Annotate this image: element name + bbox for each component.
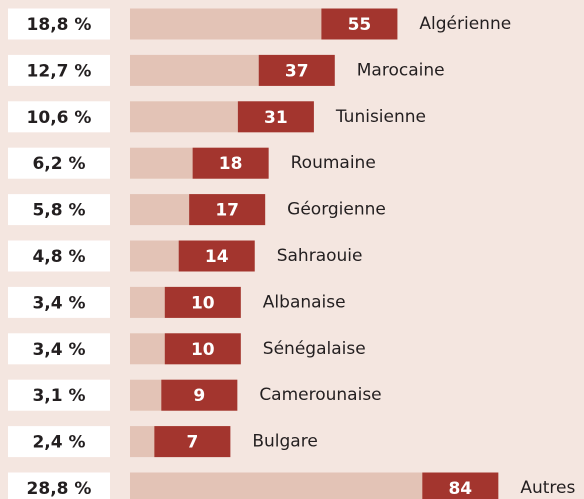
value-label: 55 [348,15,372,35]
share-label: 18,8 % [27,15,92,35]
bar [237,101,314,133]
value-label: 10 [191,340,215,360]
value-label: 9 [193,386,205,406]
category-label: Tunisienne [335,107,426,127]
share-label: 2,4 % [32,433,85,453]
share-label: 3,1 % [32,386,85,406]
category-label: Autres [520,478,575,498]
value-label: 37 [285,61,309,81]
bar [321,8,398,40]
bar [192,147,269,179]
bar [189,194,266,226]
bar [154,426,231,458]
share-label: 5,8 % [32,201,85,221]
category-label: Albanaise [263,292,346,312]
bar [164,286,241,318]
value-label: 17 [215,201,239,221]
share-box [8,379,110,411]
share-box [8,8,110,40]
bar [178,240,255,272]
share-box [8,147,110,179]
category-label: Camerounaise [259,385,381,405]
value-label: 84 [448,479,472,499]
share-box [8,54,110,86]
share-box [8,472,110,499]
share-label: 6,2 % [32,154,85,174]
value-label: 10 [191,293,215,313]
value-label: 31 [264,108,288,128]
bar [422,472,499,499]
category-label: Géorgienne [287,200,386,220]
category-label: Roumaine [291,153,376,173]
category-label: Algérienne [419,14,511,34]
bar [161,379,238,411]
category-label: Marocaine [357,60,445,80]
share-label: 10,6 % [27,108,92,128]
share-box [8,240,110,272]
share-box [8,286,110,318]
bar [164,333,241,365]
category-label: Bulgare [252,432,317,452]
value-label: 18 [219,154,243,174]
category-label: Sénégalaise [263,339,366,359]
share-box [8,426,110,458]
bar [258,54,335,86]
share-box [8,194,110,226]
share-label: 4,8 % [32,247,85,267]
value-label: 14 [205,247,229,267]
category-label: Sahraouie [277,246,363,266]
share-box [8,333,110,365]
share-label: 28,8 % [27,479,92,499]
value-label: 7 [186,433,198,453]
share-label: 12,7 % [27,61,92,81]
share-label: 3,4 % [32,293,85,313]
share-label: 3,4 % [32,340,85,360]
share-box [8,101,110,133]
